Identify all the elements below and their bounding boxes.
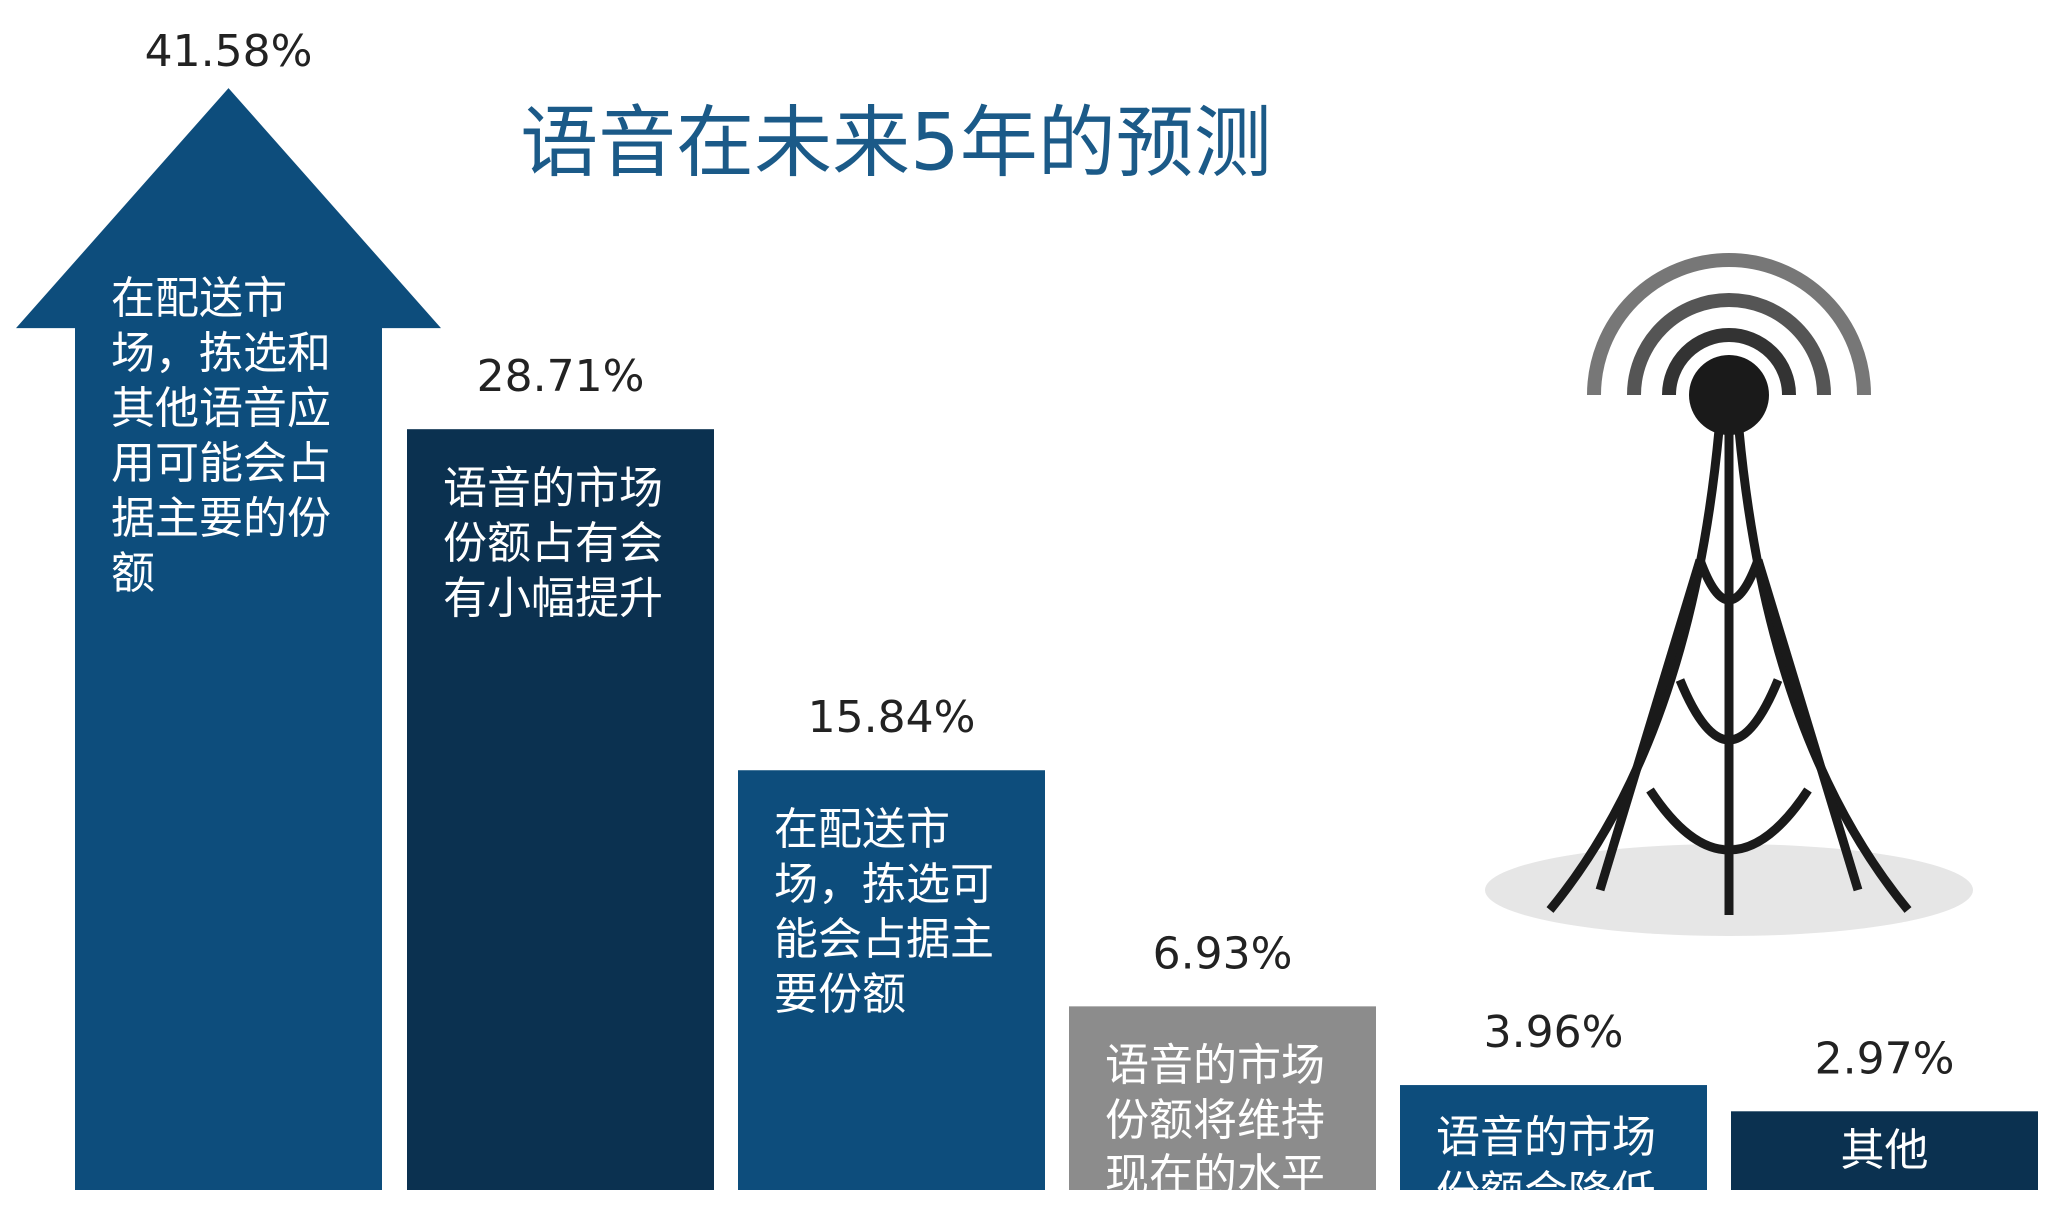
signal-arc bbox=[1587, 253, 1871, 396]
category-label: 在配送市场，拣选可能会占据主要份额 bbox=[774, 804, 994, 1021]
signal-arc bbox=[1627, 293, 1831, 396]
tower-illustration bbox=[1485, 253, 1973, 936]
category-label: 语音的市场份额将维持现在的水平 bbox=[1105, 1040, 1325, 1202]
bar bbox=[1731, 1111, 2038, 1190]
category-label: 语音的市场份额会降低 bbox=[1436, 1112, 1656, 1219]
tower-top bbox=[1689, 355, 1769, 435]
bar bbox=[1400, 1085, 1707, 1190]
value-label: 15.84% bbox=[808, 692, 976, 743]
bar bbox=[738, 770, 1045, 1190]
category-label: 语音的市场份额占有会有小幅提升 bbox=[443, 463, 663, 625]
chart-title: 语音在未来5年的预测 bbox=[520, 98, 1272, 188]
value-label: 6.93% bbox=[1153, 928, 1293, 979]
tower-frame bbox=[1546, 429, 1912, 915]
bar bbox=[1069, 1006, 1376, 1190]
category-label: 在配送市场，拣选和其他语音应用可能会占据主要的份额 bbox=[111, 273, 331, 600]
value-label: 2.97% bbox=[1815, 1033, 1955, 1084]
arrow-bar bbox=[16, 88, 441, 1190]
category-label: 其他 bbox=[1840, 1125, 1929, 1177]
signal-arc bbox=[1662, 328, 1796, 396]
bar bbox=[407, 429, 714, 1190]
value-label: 28.71% bbox=[477, 351, 645, 402]
value-label: 41.58% bbox=[145, 26, 313, 77]
value-label: 3.96% bbox=[1484, 1007, 1624, 1058]
